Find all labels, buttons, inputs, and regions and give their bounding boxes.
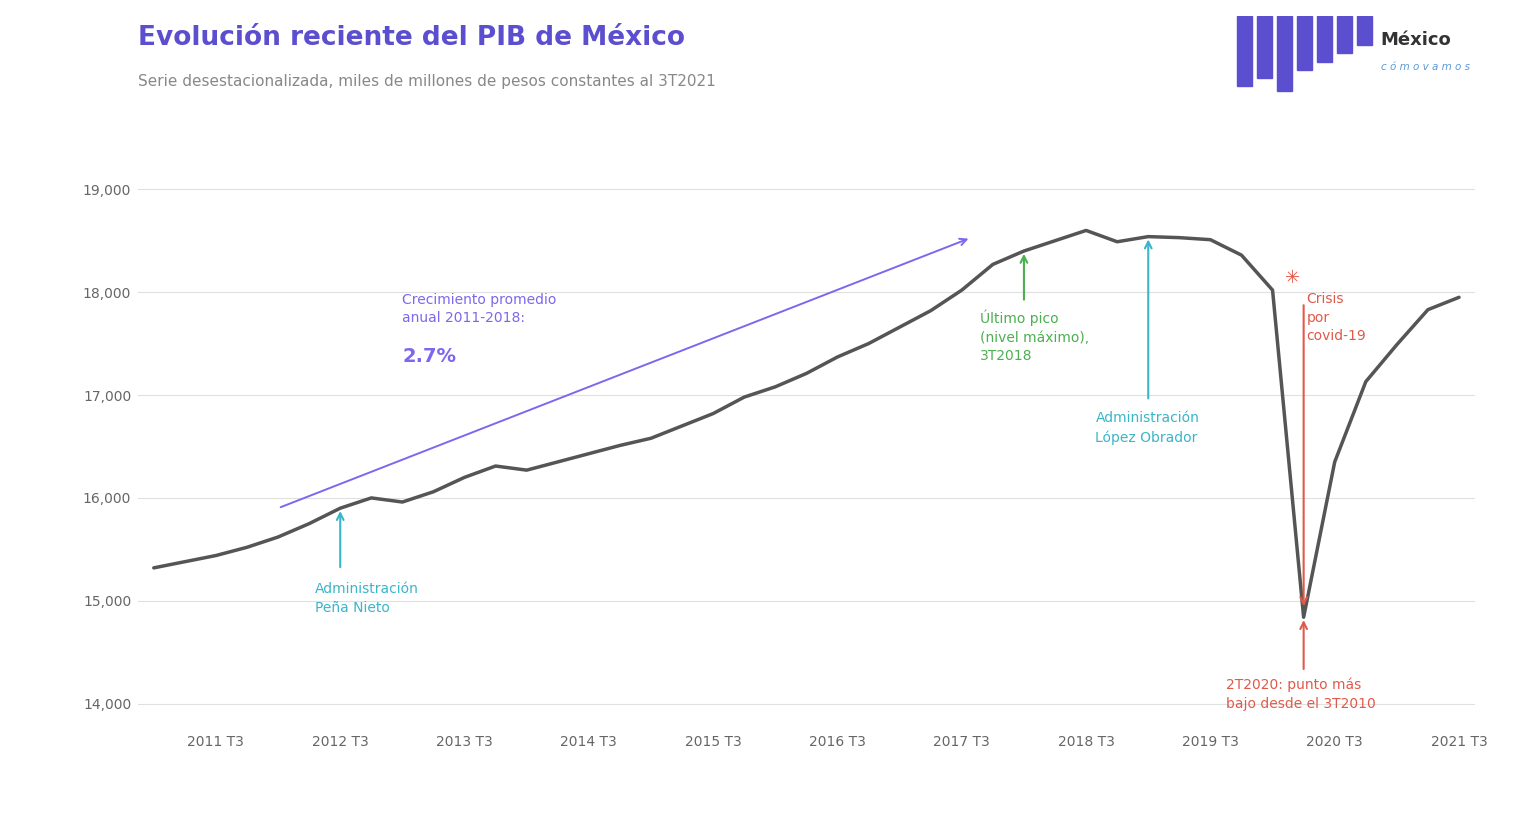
Text: Evolución reciente del PIB de México: Evolución reciente del PIB de México	[138, 25, 685, 51]
Text: 2T2020: punto más
bajo desde el 3T2010: 2T2020: punto más bajo desde el 3T2010	[1226, 678, 1376, 711]
Text: ✳: ✳	[1286, 269, 1301, 287]
Text: Crecimiento promedio
anual 2011-2018:: Crecimiento promedio anual 2011-2018:	[402, 293, 556, 325]
Bar	[1296, 16, 1312, 70]
Text: Administración
Peña Nieto: Administración Peña Nieto	[315, 583, 419, 615]
Bar	[1336, 16, 1352, 53]
Text: Crisis
por
covid-19: Crisis por covid-19	[1307, 292, 1367, 343]
Text: c ó m o v a m o s: c ó m o v a m o s	[1381, 63, 1470, 72]
Bar	[1256, 16, 1272, 78]
Text: Serie desestacionalizada, miles de millones de pesos constantes al 3T2021: Serie desestacionalizada, miles de millo…	[138, 74, 716, 89]
Text: Último pico
(nivel máximo),
3T2018: Último pico (nivel máximo), 3T2018	[980, 309, 1089, 363]
Text: México: México	[1381, 30, 1452, 49]
Text: 2.7%: 2.7%	[402, 347, 456, 366]
Bar	[1356, 16, 1372, 45]
Text: ELABORADO POR MÉXICO, ¿CÓMO VAMOS? CON DATOS DEL INEGI.: ELABORADO POR MÉXICO, ¿CÓMO VAMOS? CON D…	[38, 784, 636, 802]
Text: Administración
López Obrador: Administración López Obrador	[1095, 412, 1200, 444]
Bar	[1316, 16, 1332, 62]
Bar	[1236, 16, 1252, 86]
Bar	[1276, 16, 1292, 91]
